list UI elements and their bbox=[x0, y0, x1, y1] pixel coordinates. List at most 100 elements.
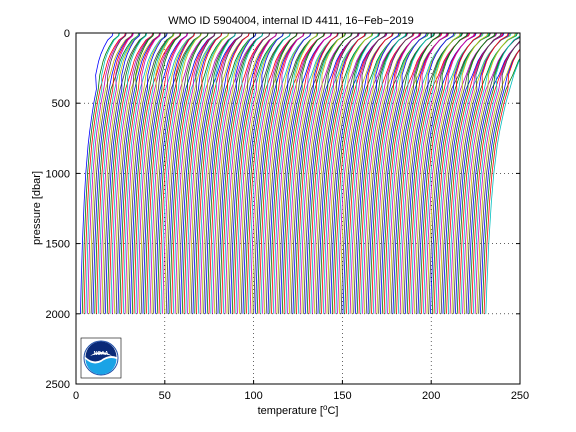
profile-line bbox=[194, 33, 236, 314]
profile-line bbox=[296, 33, 339, 314]
profile-line bbox=[178, 33, 216, 314]
x-tick-labels: 0 50 100 150 200 250 bbox=[73, 390, 529, 402]
profile-line bbox=[228, 33, 271, 314]
profile-line bbox=[149, 33, 189, 314]
profile-line bbox=[365, 33, 414, 314]
grid bbox=[76, 33, 520, 384]
profile-line bbox=[335, 33, 379, 314]
profile-line bbox=[226, 33, 278, 314]
profile-line bbox=[122, 33, 168, 314]
profile-line bbox=[206, 33, 257, 314]
profile-line bbox=[438, 33, 489, 314]
x-axis-label: temperature [oC] bbox=[258, 403, 339, 417]
profile-line bbox=[199, 33, 243, 314]
profile-line bbox=[394, 33, 441, 314]
profile-line bbox=[80, 33, 114, 314]
profile-line bbox=[176, 33, 223, 314]
profile-line bbox=[110, 33, 148, 314]
profile-line bbox=[237, 33, 277, 314]
profile-line bbox=[121, 33, 161, 314]
profile-line bbox=[99, 33, 134, 314]
profile-line bbox=[192, 33, 243, 314]
profile-line bbox=[271, 33, 326, 314]
profile-line bbox=[181, 33, 230, 314]
profile-line bbox=[187, 33, 236, 314]
profile-line bbox=[240, 33, 291, 314]
profile-line bbox=[247, 33, 291, 314]
logo-gull bbox=[90, 352, 112, 356]
profile-line bbox=[274, 33, 326, 314]
profile-line bbox=[221, 33, 271, 314]
profile-line bbox=[480, 48, 520, 314]
profile-line bbox=[172, 33, 223, 314]
profile-line bbox=[246, 33, 298, 314]
profile-line bbox=[183, 33, 223, 314]
profile-line bbox=[97, 33, 140, 314]
chart-title: WMO ID 5904004, internal ID 4411, 16−Feb… bbox=[168, 15, 414, 27]
profile-line bbox=[124, 33, 161, 314]
profile-line bbox=[144, 33, 182, 314]
profile-line bbox=[472, 35, 520, 314]
profiles-group bbox=[80, 33, 520, 314]
ticks bbox=[75, 32, 521, 385]
profile-line bbox=[171, 33, 216, 314]
profile-line bbox=[355, 33, 400, 314]
x-tick-label: 200 bbox=[422, 390, 440, 402]
profile-line bbox=[263, 33, 312, 314]
profile-line bbox=[419, 33, 468, 314]
profile-line bbox=[213, 33, 257, 314]
x-tick-label: 0 bbox=[73, 390, 79, 402]
x-axis-label-unit: C] bbox=[327, 405, 338, 417]
profile-line bbox=[169, 33, 209, 314]
profile-line bbox=[142, 33, 188, 314]
profile-line bbox=[146, 33, 188, 314]
profile-line bbox=[180, 33, 223, 314]
profile-line bbox=[85, 33, 121, 314]
profile-line bbox=[321, 33, 366, 314]
profile-line bbox=[112, 33, 154, 314]
profile-line bbox=[190, 33, 236, 314]
profile-line bbox=[88, 33, 133, 314]
profile-line bbox=[174, 33, 216, 314]
profile-line bbox=[433, 33, 482, 314]
axes-box bbox=[75, 32, 521, 385]
profile-line bbox=[205, 33, 250, 314]
profile-line bbox=[137, 33, 181, 314]
y-tick-label: 2000 bbox=[46, 309, 70, 321]
profile-line bbox=[374, 33, 420, 314]
profile-line bbox=[167, 33, 216, 314]
profile-line bbox=[155, 33, 195, 314]
profile-line bbox=[160, 33, 202, 314]
profile-line bbox=[463, 33, 516, 314]
profile-line bbox=[258, 33, 305, 314]
profile-line bbox=[94, 33, 140, 314]
profile-line bbox=[476, 48, 520, 314]
x-tick-label: 100 bbox=[244, 390, 262, 402]
x-tick-label: 150 bbox=[333, 390, 351, 402]
x-axis-label-main: temperature [ bbox=[258, 405, 323, 417]
profile-line bbox=[272, 33, 318, 314]
profile-line bbox=[413, 33, 461, 314]
profile-line bbox=[156, 33, 202, 314]
profile-line bbox=[478, 40, 520, 314]
profile-line bbox=[267, 33, 312, 314]
profile-line bbox=[92, 33, 133, 314]
profile-line bbox=[196, 33, 243, 314]
profile-line bbox=[424, 33, 475, 314]
profile-line bbox=[231, 33, 285, 314]
profile-line bbox=[340, 33, 386, 314]
profile-line bbox=[153, 33, 202, 314]
profile-line bbox=[255, 33, 305, 314]
profile-line bbox=[147, 33, 195, 314]
profile-line bbox=[224, 33, 271, 314]
y-axis-label: pressure [dbar] bbox=[31, 171, 43, 245]
profile-line bbox=[185, 33, 230, 314]
profile-line bbox=[210, 33, 257, 314]
profile-line bbox=[130, 33, 168, 314]
degree-symbol: o bbox=[323, 403, 328, 412]
profile-line bbox=[265, 33, 319, 314]
profile-line bbox=[106, 33, 147, 314]
profile-line bbox=[276, 33, 318, 314]
profile-line bbox=[405, 33, 455, 314]
